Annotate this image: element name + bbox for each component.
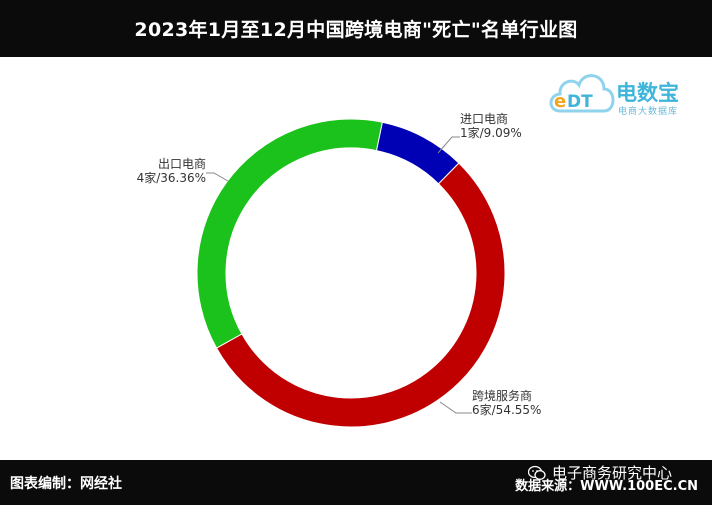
slice-leader-line-1	[437, 136, 460, 154]
donut-slice-3[interactable]	[196, 118, 383, 349]
svg-text:e: e	[554, 91, 566, 112]
chart-area: 进口电商 1家/9.09% 跨境服务商 6家/54.55% 出口电商 4家/36.36% …	[0, 57, 712, 460]
slice-category-label-1: 进口电商	[460, 111, 508, 126]
wechat-account-name: 电子商务研究中心	[552, 464, 673, 482]
slice-category-label-3: 出口电商	[158, 156, 206, 171]
slice-value-label-3: 4家/36.36%	[137, 170, 206, 185]
logo-subtitle: 电商大数据库	[618, 107, 679, 117]
svg-text:DT: DT	[567, 92, 593, 112]
chart-title: 2023年1月至12月中国跨境电商"死亡"名单行业图	[134, 19, 578, 41]
slice-value-label-1: 1家/9.09%	[460, 125, 522, 140]
editor-credit: 图表编制：网经社	[10, 476, 122, 492]
cloud-icon: e DT	[549, 74, 615, 113]
logo: e DT 电数宝 电商大数据库	[546, 63, 696, 125]
logo-name: 电数宝	[616, 81, 679, 105]
wechat-icon	[528, 465, 546, 480]
chart-footer: 图表编制：网经社 电子商务研究中心 数据来源：WWW.100EC.CN	[0, 460, 712, 505]
data-source: 数据来源：WWW.100EC.CN	[515, 479, 698, 494]
chart-header: 2023年1月至12月中国跨境电商"死亡"名单行业图	[0, 0, 712, 57]
slice-leader-line-2	[439, 401, 472, 414]
donut-slice-2[interactable]	[215, 162, 506, 428]
slice-value-label-2: 6家/54.55%	[472, 402, 541, 417]
slice-category-label-2: 跨境服务商	[472, 388, 532, 403]
slice-leader-line-3	[206, 172, 229, 182]
wechat-account[interactable]: 电子商务研究中心	[528, 462, 672, 483]
donut-slice-1[interactable]	[375, 121, 460, 185]
